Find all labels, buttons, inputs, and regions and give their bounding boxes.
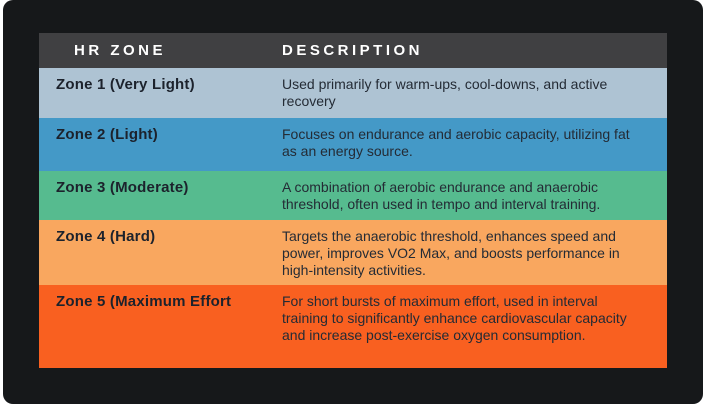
table-row-zone-4: Zone 4 (Hard) Targets the anaerobic thre…	[39, 220, 667, 285]
zone-5-label: Zone 5 (Maximum Effort	[56, 293, 232, 310]
zone-4-label: Zone 4 (Hard)	[56, 228, 156, 245]
zone-3-description: A combination of aerobic endurance and a…	[282, 179, 601, 212]
zone-4-description: Targets the anaerobic threshold, enhance…	[282, 228, 620, 278]
hr-zones-table: HR ZONE DESCRIPTION Zone 1 (Very Light) …	[39, 33, 667, 368]
column-header-description: DESCRIPTION	[282, 42, 424, 59]
table-row-zone-5: Zone 5 (Maximum Effort For short bursts …	[39, 285, 667, 368]
table-row-zone-3: Zone 3 (Moderate) A combination of aerob…	[39, 171, 667, 220]
hr-zones-card: HR ZONE DESCRIPTION Zone 1 (Very Light) …	[3, 0, 703, 404]
table-row-zone-1: Zone 1 (Very Light) Used primarily for w…	[39, 68, 667, 118]
column-header-hr-zone: HR ZONE	[74, 42, 166, 59]
zone-1-label: Zone 1 (Very Light)	[56, 76, 195, 93]
zone-5-description: For short bursts of maximum effort, used…	[282, 293, 627, 343]
zone-3-label: Zone 3 (Moderate)	[56, 179, 189, 196]
zone-2-description: Focuses on endurance and aerobic capacit…	[282, 126, 630, 159]
zone-2-label: Zone 2 (Light)	[56, 126, 158, 143]
table-header-row: HR ZONE DESCRIPTION	[39, 33, 667, 68]
zone-1-description: Used primarily for warm-ups, cool-downs,…	[282, 76, 608, 109]
table-row-zone-2: Zone 2 (Light) Focuses on endurance and …	[39, 118, 667, 171]
